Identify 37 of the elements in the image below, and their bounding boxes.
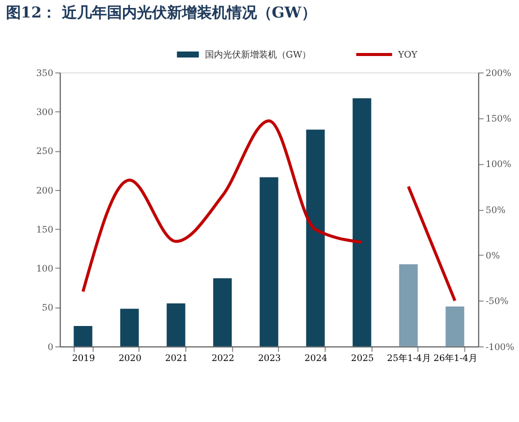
y-tick-label: 200 (36, 186, 54, 196)
bar (446, 306, 464, 346)
y-tick-label: 300 (36, 108, 54, 118)
x-tick-label: 2025 (351, 354, 374, 364)
x-tick-label: 2022 (212, 354, 234, 364)
bar (399, 264, 418, 346)
y-tick-label: 250 (36, 147, 54, 158)
x-tick-label: 2021 (165, 354, 188, 364)
line-series (82, 119, 364, 294)
y2-tick-label: 150% (486, 114, 512, 125)
x-tick-label: 25年1-4月 (387, 352, 431, 364)
x-tick-label: 2024 (304, 354, 328, 364)
y2-tick-label: 50% (486, 206, 506, 216)
y2-tick-label: -100% (486, 342, 515, 353)
y2-tick-label: -50% (486, 297, 510, 308)
bar (306, 130, 325, 346)
y2-tick-label: 0% (486, 252, 500, 262)
y2-tick-label: 100% (486, 160, 512, 170)
x-tick-label: 2023 (258, 354, 282, 364)
bar (166, 303, 186, 346)
bar (352, 98, 372, 346)
y-tick-label: 100 (36, 264, 54, 275)
bar (260, 177, 278, 346)
legend-label: YOY (397, 50, 418, 60)
y2-tick-label: 200% (486, 68, 512, 79)
chart-title: 图12： 近几年国内光伏新增装机情况（GW） (6, 4, 316, 22)
y-tick-label: 350 (36, 68, 54, 79)
bar (213, 278, 232, 346)
x-tick-label: 26年1-4月 (434, 352, 478, 364)
x-tick-label: 2019 (72, 354, 96, 364)
bar (74, 326, 92, 346)
y-tick-label: 50 (42, 304, 54, 314)
bar (120, 308, 139, 346)
x-tick-label: 2020 (118, 354, 142, 364)
y-tick-label: 0 (48, 342, 54, 353)
legend-label: 国内光伏新增装机（GW） (204, 49, 312, 60)
y-tick-label: 150 (36, 225, 54, 236)
